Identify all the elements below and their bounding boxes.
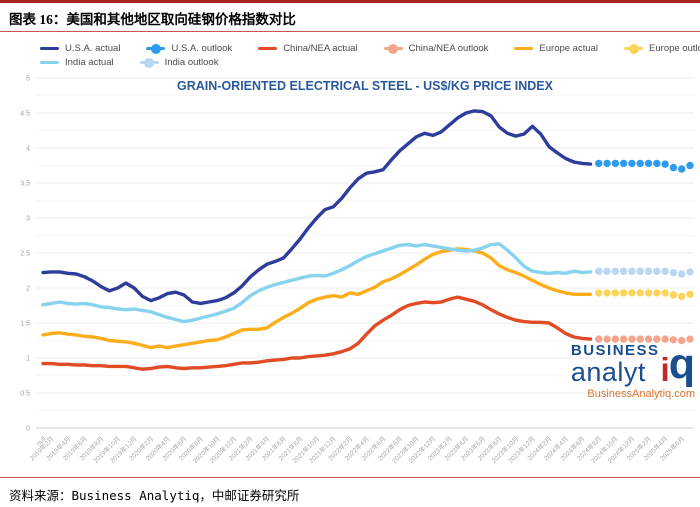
chart-title: GRAIN-ORIENTED ELECTRICAL STEEL - US$/KG… — [177, 79, 554, 93]
gridlines — [36, 77, 694, 411]
legend-item-europe-actual: Europe actual — [514, 43, 598, 54]
logo-business-text: BUSINESS — [570, 342, 660, 359]
legend-item-usa-actual: U.S.A. actual — [40, 43, 120, 54]
legend-line-swatch — [258, 46, 278, 51]
svg-text:2: 2 — [26, 286, 30, 293]
logo-domain-text: BusinessAnalytiq.com — [587, 388, 695, 400]
chart-area: U.S.A. actual U.S.A. outlook China/NEA act… — [0, 32, 700, 477]
legend-line-swatch — [514, 46, 534, 51]
legend-label: China/NEA outlook — [408, 43, 489, 54]
svg-text:5: 5 — [26, 76, 30, 83]
legend-dot-swatch — [383, 43, 403, 54]
legend-label: China/NEA actual — [283, 43, 358, 54]
svg-text:0: 0 — [26, 426, 30, 433]
svg-text:2.5: 2.5 — [20, 251, 30, 258]
series-india-outlook — [595, 267, 694, 278]
series-europe-outlook — [595, 289, 694, 301]
svg-text:3.5: 3.5 — [20, 181, 30, 188]
legend-item-india-actual: India actual — [40, 57, 114, 68]
footer-divider — [0, 477, 700, 478]
legend-line-swatch — [40, 46, 59, 51]
svg-text:3: 3 — [26, 216, 30, 223]
legend-item-india-outlook: India outlook — [139, 57, 219, 68]
legend-label: India actual — [65, 57, 114, 68]
legend-dot-swatch — [139, 57, 159, 68]
series-china-nea-actual — [41, 295, 593, 371]
svg-text:0.5: 0.5 — [20, 391, 30, 398]
series-india-actual — [41, 242, 593, 324]
legend-label: Europe actual — [539, 43, 599, 54]
header-divider — [0, 31, 700, 32]
legend-label: U.S.A. actual — [65, 43, 121, 54]
legend-row-1: U.S.A. actual U.S.A. outlook China/NEA act… — [40, 43, 700, 54]
legend-label: India outlook — [164, 57, 219, 68]
legend-label: U.S.A. outlook — [171, 43, 233, 54]
series-usa-actual — [41, 109, 593, 306]
legend-item-china-nea-actual: China/NEA actual — [258, 43, 358, 54]
legend-dot-swatch — [624, 43, 644, 54]
legend-dot — [388, 43, 399, 54]
legend-item-europe-outlook: Europe outlook — [624, 43, 700, 54]
price-chart: 0 0.5 1 1.5 2 2.5 3 3.5 4 4.5 5 GRAIN-ORIENTED ELEC… — [20, 76, 694, 465]
series-europe-actual — [41, 247, 593, 350]
figure-title: 图表 16：美国和其他地区取向硅钢价格指数对比 — [9, 12, 296, 27]
legend-line-swatch — [40, 60, 59, 65]
source-text: 资料来源：Business Analytiq，中邮证券研究所 — [9, 488, 300, 503]
svg-text:1: 1 — [26, 356, 30, 363]
series-china-nea-outlook — [595, 335, 694, 345]
y-axis-labels: 0 0.5 1 1.5 2 2.5 3 3.5 4 4.5 5 — [20, 76, 30, 433]
legend-dot — [150, 43, 161, 54]
chart-legend: U.S.A. actual U.S.A. outlook China/NEA act… — [40, 43, 700, 68]
top-red-rule — [0, 0, 700, 3]
legend-item-china-nea-outlook: China/NEA outlook — [383, 43, 489, 54]
legend-dot — [144, 57, 155, 68]
legend-row-2: India actual India outlook — [40, 57, 692, 68]
legend-dot — [628, 43, 639, 54]
series-usa-outlook — [595, 159, 694, 173]
legend-item-usa-outlook: U.S.A. outlook — [146, 43, 232, 54]
svg-text:4: 4 — [26, 146, 30, 153]
x-axis-labels: null2019年2月2019年4月2019年6月2019年8月2019年10月… — [27, 434, 686, 465]
legend-label: Europe outlook — [649, 43, 700, 54]
source-line: 资料来源：Business Analytiq，中邮证券研究所 — [0, 478, 700, 507]
logo-analyt-text: analyt — [570, 357, 646, 387]
legend-dot-swatch — [146, 43, 166, 54]
svg-text:4.5: 4.5 — [20, 111, 30, 118]
figure-header: 图表 16：美国和其他地区取向硅钢价格指数对比 — [0, 3, 700, 31]
svg-text:1.5: 1.5 — [20, 321, 30, 328]
